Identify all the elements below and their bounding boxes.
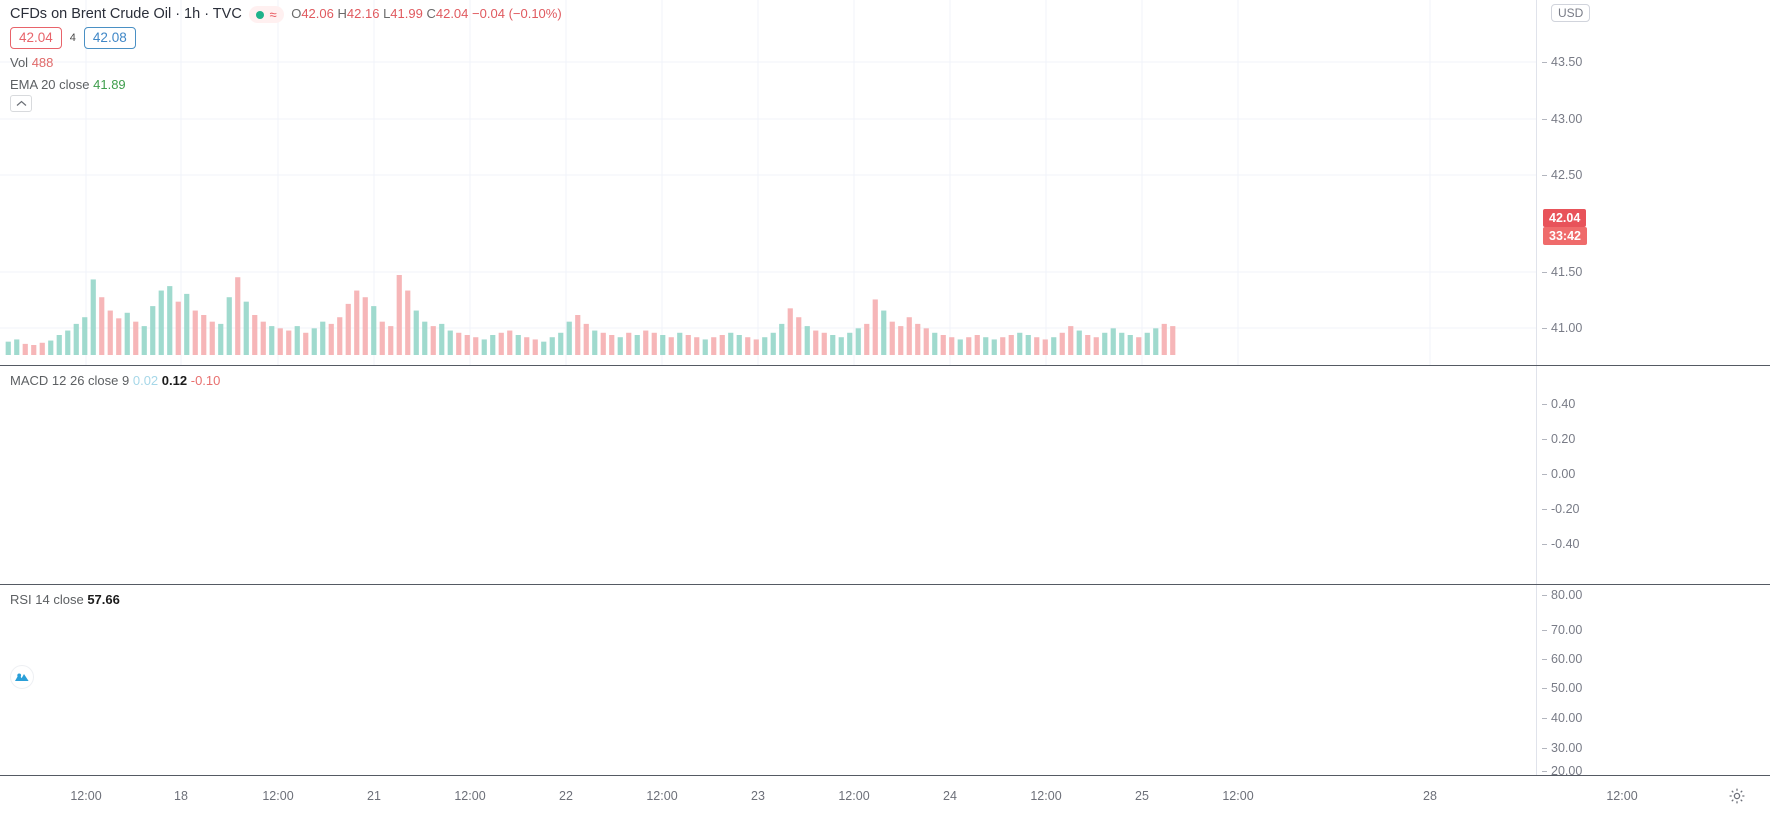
price-chart-canvas (0, 0, 1536, 365)
macd-axis-tick: 0.40 (1541, 397, 1576, 411)
rsi-axis-tick: 70.00 (1541, 623, 1583, 637)
time-axis-tick: 12:00 (262, 789, 294, 803)
macd-axis-tick: 0.20 (1541, 432, 1576, 446)
time-axis-tick: 28 (1423, 789, 1437, 803)
bar-countdown-badge: 33:42 (1543, 227, 1587, 245)
time-axis-tick: 12:00 (1222, 789, 1254, 803)
price-axis-tick: 41.50 (1541, 265, 1583, 279)
rsi-axis-tick: 80.00 (1541, 588, 1583, 602)
price-axis[interactable]: USD 43.50 43.00 42.50 41.50 41.00 0.40 0.20 0.0… (1536, 0, 1770, 778)
price-axis-tick: 43.50 (1541, 55, 1583, 69)
rsi-pane[interactable] (0, 585, 1536, 775)
time-axis-tick: 24 (943, 789, 957, 803)
rsi-axis-tick: 60.00 (1541, 652, 1583, 666)
price-pane[interactable] (0, 0, 1536, 365)
pane-separator-rsi[interactable] (0, 584, 1770, 585)
rsi-axis-tick: 20.00 (1541, 764, 1583, 778)
rsi-chart-canvas (0, 585, 1536, 775)
time-axis-tick: 12:00 (646, 789, 678, 803)
collapse-legend-button[interactable] (10, 95, 32, 112)
gear-icon (1729, 788, 1745, 804)
axis-divider-macd (1536, 365, 1770, 366)
time-axis-tick: 12:00 (1606, 789, 1638, 803)
rsi-axis-tick: 30.00 (1541, 741, 1583, 755)
time-axis-tick: 12:00 (838, 789, 870, 803)
time-axis-tick: 12:00 (70, 789, 102, 803)
time-axis-tick: 22 (559, 789, 573, 803)
price-axis-tick: 43.00 (1541, 112, 1583, 126)
chevron-up-icon (16, 100, 26, 106)
macd-axis-tick: -0.20 (1542, 502, 1580, 516)
time-axis-tick: 18 (174, 789, 188, 803)
macd-chart-canvas (0, 366, 1536, 584)
currency-badge[interactable]: USD (1551, 4, 1591, 22)
macd-axis-tick: 0.00 (1541, 467, 1576, 481)
buy-sell-pills: 42.04 4 42.08 (10, 27, 136, 49)
pane-separator-macd[interactable] (0, 365, 1770, 366)
buy-price-button[interactable]: 42.08 (83, 27, 136, 49)
time-axis[interactable]: 12:00 18 12:00 21 12:00 22 12:00 23 12:00 24 12:00… (0, 775, 1770, 816)
rsi-axis-tick: 40.00 (1541, 711, 1583, 725)
chart-settings-button[interactable] (1728, 787, 1746, 805)
axis-divider-rsi (1536, 584, 1770, 585)
macd-axis-tick: -0.40 (1542, 537, 1580, 551)
macd-pane[interactable] (0, 366, 1536, 584)
rsi-axis-tick: 50.00 (1541, 681, 1583, 695)
time-axis-tick: 21 (367, 789, 381, 803)
tradingview-logo-button[interactable] (10, 665, 34, 689)
price-axis-tick: 41.00 (1541, 321, 1583, 335)
tradingview-logo-icon (15, 673, 29, 681)
time-axis-tick: 12:00 (454, 789, 486, 803)
time-axis-tick: 23 (751, 789, 765, 803)
time-axis-tick: 12:00 (1030, 789, 1062, 803)
current-price-badge: 42.04 (1543, 209, 1587, 227)
price-axis-tick: 42.50 (1541, 168, 1583, 182)
time-axis-tick: 25 (1135, 789, 1149, 803)
spread-value: 4 (69, 32, 76, 44)
sell-price-button[interactable]: 42.04 (10, 27, 62, 49)
